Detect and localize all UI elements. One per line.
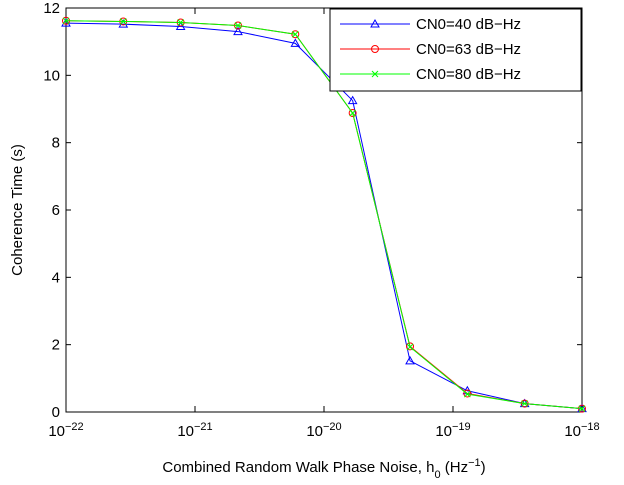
- marker: [119, 18, 127, 25]
- x-tick-label: 10−22: [48, 421, 83, 440]
- y-tick-label: 12: [43, 0, 60, 17]
- x-tick-label: 10−18: [564, 421, 599, 440]
- y-tick-label: 8: [52, 135, 60, 152]
- y-tick-label: 4: [52, 269, 60, 286]
- y-tick-label: 6: [52, 202, 60, 219]
- marker: [406, 343, 414, 351]
- series-line: [65, 20, 583, 410]
- x-axis-label: Combined Random Walk Phase Noise, h0 (Hz…: [162, 457, 485, 481]
- marker: [406, 342, 415, 351]
- series-line: [65, 22, 583, 410]
- legend-label: CN0=80 dB−Hz: [416, 66, 521, 83]
- marker: [463, 390, 471, 398]
- y-tick-label: 10: [43, 67, 60, 84]
- marker: [578, 405, 586, 412]
- y-axis-label: Coherence Time (s): [9, 144, 26, 276]
- marker: [521, 400, 529, 407]
- legend-label: CN0=40 dB−Hz: [416, 16, 521, 33]
- marker: [349, 109, 357, 117]
- x-tick-label: 10−21: [177, 421, 212, 440]
- marker: [347, 95, 358, 105]
- marker: [177, 19, 185, 26]
- marker: [234, 22, 242, 29]
- marker: [233, 26, 243, 36]
- legend-label: CN0=63 dB−Hz: [416, 41, 521, 58]
- legend-marker: [371, 45, 379, 53]
- marker: [175, 21, 186, 31]
- x-tick-label: 10−20: [306, 421, 341, 440]
- marker: [291, 30, 299, 38]
- marker: [348, 109, 357, 118]
- marker: [291, 30, 300, 39]
- marker: [463, 389, 472, 398]
- marker: [62, 17, 70, 25]
- legend-marker: [370, 18, 380, 28]
- legend-marker: [371, 70, 379, 78]
- y-tick-label: 0: [52, 404, 60, 421]
- y-tick-label: 2: [52, 337, 60, 354]
- marker: [405, 355, 415, 365]
- marker: [290, 38, 301, 47]
- x-tick-label: 10−19: [435, 421, 470, 440]
